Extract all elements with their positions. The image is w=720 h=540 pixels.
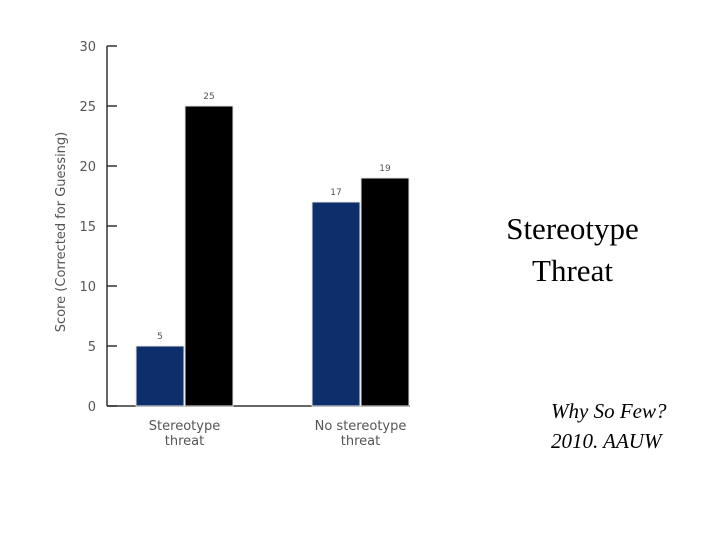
y-tick-label: 25 <box>79 100 96 115</box>
slide-title: Stereotype Threat <box>506 211 639 288</box>
y-axis-title: Score (Corrected for Guessing) <box>54 132 69 332</box>
bar-women-1 <box>311 201 361 407</box>
data-label: 5 <box>157 332 163 342</box>
y-tick-label: 20 <box>79 160 96 175</box>
data-label: 25 <box>203 92 214 102</box>
category-label: Stereotype <box>149 419 220 434</box>
bar-chart: 0 5 10 15 20 25 30 Score (Corrected for Guessin… <box>54 40 410 449</box>
citation: Why So Few? 2010. AAUW <box>551 396 666 456</box>
y-tick-label: 30 <box>79 40 96 55</box>
y-tick-label: 15 <box>79 220 96 235</box>
category-label: No stereotype <box>315 419 407 434</box>
y-tick-label: 5 <box>88 340 96 355</box>
bar-women-0 <box>135 345 185 407</box>
y-tick-label: 0 <box>88 400 96 415</box>
data-label: 17 <box>330 188 341 198</box>
category-label: threat <box>341 434 380 449</box>
bar-men-1 <box>360 177 410 407</box>
citation-title: Why So Few? <box>551 399 667 423</box>
y-tick-label: 10 <box>79 280 96 295</box>
bar-men-0 <box>184 105 234 407</box>
category-label: threat <box>165 434 204 449</box>
data-label: 19 <box>379 164 391 174</box>
citation-year-source: 2010. AAUW <box>551 429 662 453</box>
